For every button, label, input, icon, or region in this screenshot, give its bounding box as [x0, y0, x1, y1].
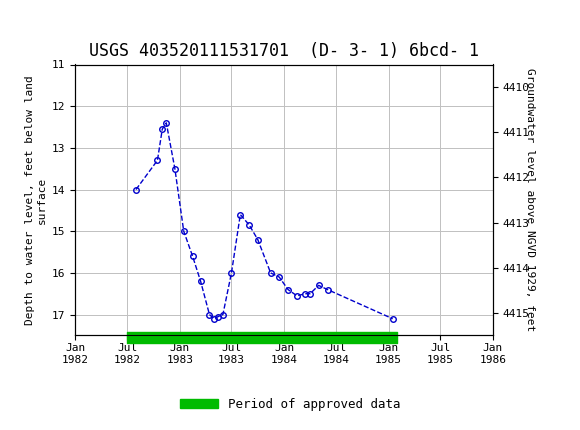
Text: ▓USGS: ▓USGS — [9, 8, 55, 25]
Y-axis label: Depth to water level, feet below land
surface: Depth to water level, feet below land su… — [25, 75, 46, 325]
Legend: Period of approved data: Period of approved data — [175, 393, 405, 416]
Title: USGS 403520111531701  (D- 3- 1) 6bcd- 1: USGS 403520111531701 (D- 3- 1) 6bcd- 1 — [89, 42, 479, 60]
Y-axis label: Groundwater level above NGVD 1929, feet: Groundwater level above NGVD 1929, feet — [525, 68, 535, 332]
Bar — [6, 3, 75, 29]
